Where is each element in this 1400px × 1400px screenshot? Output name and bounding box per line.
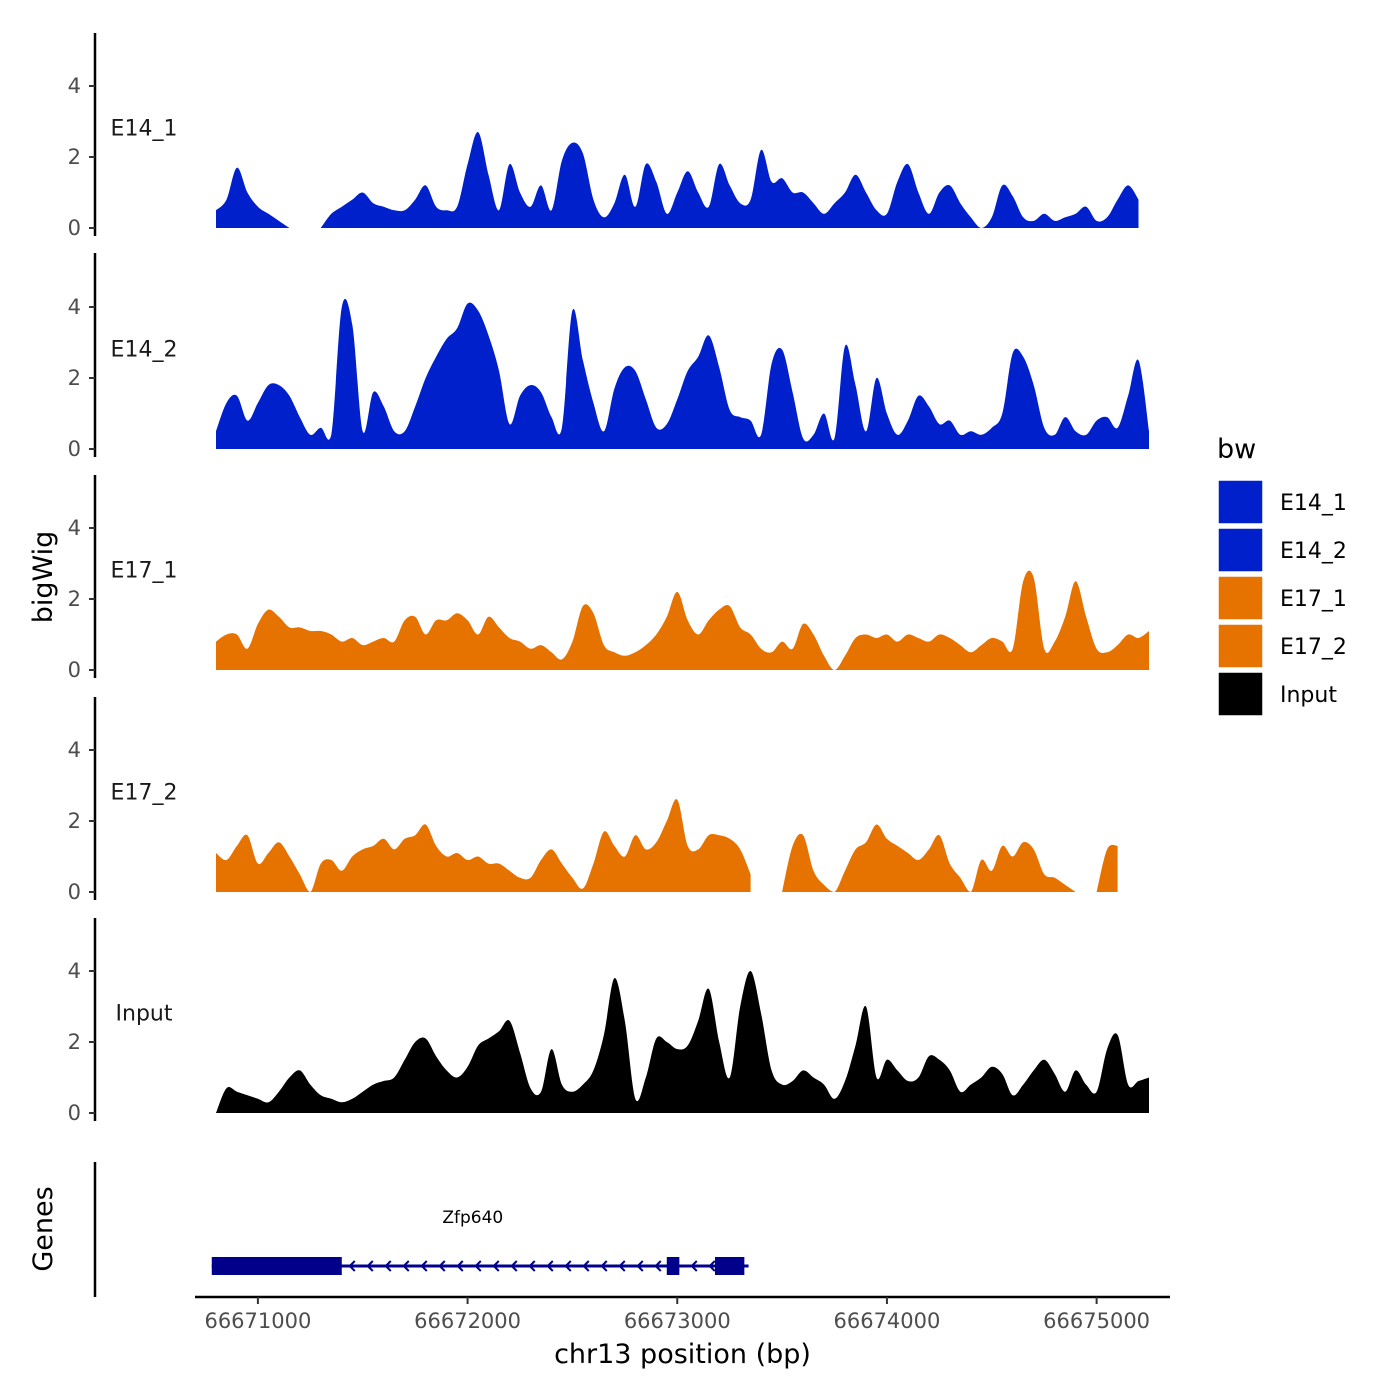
y-tick-label-e17_2-0: 0	[68, 880, 81, 904]
gene-strand-arrow-5	[438, 1260, 446, 1272]
x-tick-label-66671000: 66671000	[204, 1309, 311, 1333]
genes-panel-title: Genes	[28, 1186, 59, 1271]
track-label-e14_1: E14_1	[111, 117, 178, 142]
area-e17_2-segment-2	[1096, 844, 1118, 892]
gene-strand-arrow-2	[384, 1260, 392, 1272]
y-tick-label-e17_2-4: 4	[68, 738, 81, 762]
gene-strand-arrow-3	[402, 1260, 410, 1272]
x-axis-title: chr13 position (bp)	[554, 1339, 811, 1370]
gene-strand-arrow-7	[474, 1260, 482, 1272]
gene-strand-arrow-1	[366, 1260, 374, 1272]
legend-label-input: Input	[1280, 683, 1337, 708]
area-e14_2-segment-0	[216, 298, 1149, 449]
y-tick-label-e17_2-2: 2	[68, 809, 81, 833]
y-tick-label-input-4: 4	[68, 959, 81, 983]
legend-label-e17_2: E17_2	[1280, 635, 1347, 660]
y-tick-label-e14_2-4: 4	[68, 295, 81, 319]
gene-strand-arrow-15	[618, 1260, 626, 1272]
y-tick-label-input-2: 2	[68, 1030, 81, 1054]
gene-label-zfp640: Zfp640	[442, 1208, 503, 1228]
y-tick-label-e17_1-4: 4	[68, 516, 81, 540]
y-tick-label-e17_1-0: 0	[68, 658, 81, 682]
area-e17_1-segment-0	[216, 570, 1149, 670]
gene-strand-arrow-8	[492, 1260, 500, 1272]
x-tick-label-66672000: 66672000	[414, 1309, 521, 1333]
gene-exon-0	[211, 1257, 342, 1275]
y-tick-label-e14_1-2: 2	[68, 145, 81, 169]
gene-exon-1	[666, 1257, 680, 1275]
legend-swatch-e14_2	[1217, 527, 1264, 573]
legend-title: bw	[1217, 434, 1256, 465]
gene-strand-arrow-10	[528, 1260, 536, 1272]
y-tick-label-e14_2-0: 0	[68, 437, 81, 461]
legend-swatch-e14_1	[1217, 479, 1264, 525]
gene-strand-arrow-12	[564, 1260, 572, 1272]
track-label-e17_2: E17_2	[111, 781, 178, 806]
legend-swatch-e17_1	[1217, 575, 1264, 621]
legend-swatch-input	[1217, 671, 1264, 717]
x-tick-label-66675000: 66675000	[1043, 1309, 1150, 1333]
gene-strand-arrow-20	[708, 1260, 716, 1272]
gene-strand-arrow-6	[456, 1260, 464, 1272]
track-label-e17_1: E17_1	[111, 559, 178, 584]
y-tick-label-e14_1-4: 4	[68, 74, 81, 98]
legend-label-e14_1: E14_1	[1280, 491, 1347, 516]
gene-strand-arrow-11	[546, 1260, 554, 1272]
y-tick-label-e14_1-0: 0	[68, 216, 81, 240]
gene-strand-arrow-19	[690, 1260, 698, 1272]
y-tick-label-e17_1-2: 2	[68, 587, 81, 611]
area-e17_2-segment-1	[782, 824, 1076, 892]
x-tick-label-66674000: 66674000	[833, 1309, 940, 1333]
gene-strand-arrow-13	[582, 1260, 590, 1272]
x-tick-label-66673000: 66673000	[624, 1309, 731, 1333]
y-tick-label-input-0: 0	[68, 1101, 81, 1125]
area-input-segment-0	[216, 970, 1149, 1113]
y-axis-title: bigWig	[28, 531, 59, 624]
legend-swatch-e17_2	[1217, 623, 1264, 669]
gene-strand-arrow-16	[636, 1260, 644, 1272]
gene-strand-arrow-0	[348, 1260, 356, 1272]
area-e14_1-segment-0	[216, 167, 290, 228]
area-e17_2-segment-0	[216, 799, 751, 892]
gene-strand-arrow-17	[654, 1260, 662, 1272]
y-tick-label-e14_2-2: 2	[68, 366, 81, 390]
gene-strand-arrow-14	[600, 1260, 608, 1272]
area-e14_1-segment-1	[320, 132, 1139, 228]
gene-exon-2	[715, 1257, 745, 1275]
legend-label-e17_1: E17_1	[1280, 587, 1347, 612]
legend-label-e14_2: E14_2	[1280, 539, 1347, 564]
track-label-input: Input	[116, 1002, 173, 1027]
track-label-e14_2: E14_2	[111, 338, 178, 363]
gene-strand-arrow-4	[420, 1260, 428, 1272]
gene-strand-arrow-9	[510, 1260, 518, 1272]
